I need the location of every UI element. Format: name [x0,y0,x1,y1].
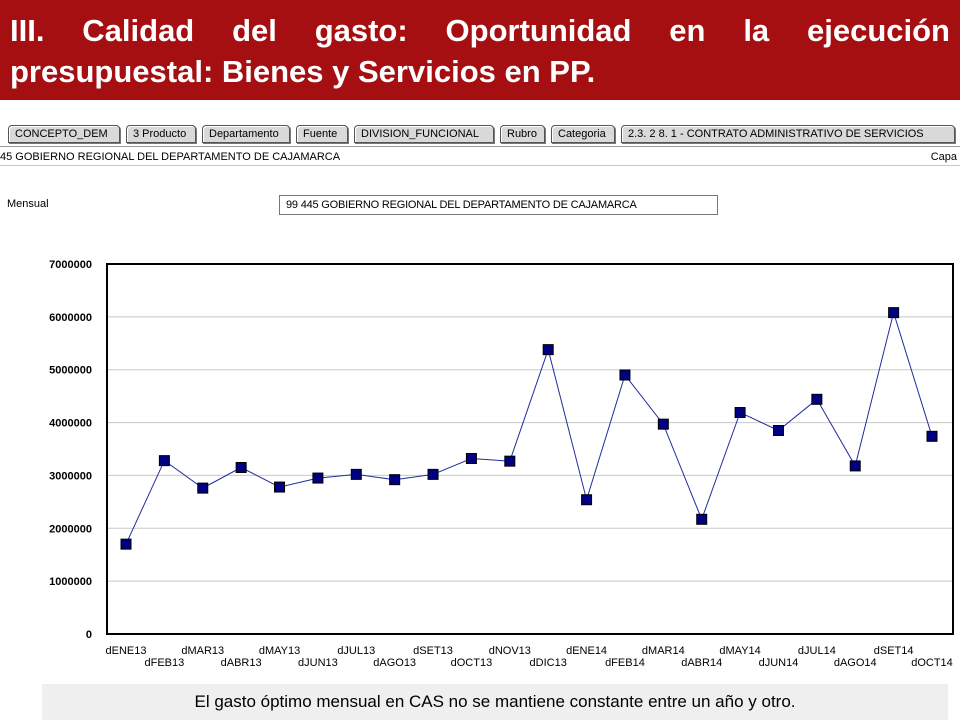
data-point [120,538,132,550]
tab-rubro[interactable]: Rubro [500,125,545,143]
x-tick-label: dNOV13 [489,645,531,657]
x-tick-label: dJUN14 [759,657,799,669]
tab-producto[interactable]: 3 Producto [126,125,196,143]
y-tick-label: 5000000 [49,365,92,377]
data-markers [120,307,938,550]
x-tick-label: dSET14 [874,645,914,657]
data-point [849,460,861,472]
y-tick-label: 7000000 [49,259,92,271]
x-tick-label: dOCT13 [451,657,493,669]
x-tick-label: dMAY13 [259,645,300,657]
data-point [389,474,401,486]
x-tick-label: dABR13 [221,657,262,669]
x-tick-label: dSET13 [413,645,453,657]
data-point [696,513,708,525]
x-tick-label: dJUL14 [798,645,836,657]
dimension-tab-bar: CONCEPTO_DEM 3 Producto Departamento Fue… [0,121,960,147]
data-point [811,393,823,405]
data-point [657,418,669,430]
entity-name: 45 GOBIERNO REGIONAL DEL DEPARTAMENTO DE… [0,151,341,163]
x-axis-ticks: dENE13dFEB13dMAR13dABR13dMAY13dJUN13dJUL… [106,645,953,669]
data-point [772,425,784,436]
x-tick-label: dABR14 [681,657,722,669]
y-axis-ticks: 0 1000000 2000000 3000000 4000000 5000000 6000… [49,259,92,641]
x-tick-label: dFEB13 [145,657,185,669]
y-tick-label: 1000000 [49,576,92,588]
x-tick-label: dMAR13 [181,645,224,657]
tab-categoria[interactable]: Categoria [551,125,615,143]
x-tick-label: dMAY14 [719,645,760,657]
x-tick-label: dOCT14 [911,657,953,669]
data-point [465,453,477,465]
x-tick-label: dAGO13 [373,657,416,669]
period-label: Mensual [7,198,49,210]
grid-lines [107,316,953,582]
y-tick-label: 4000000 [49,418,92,430]
data-point [619,369,631,381]
slide-title: III. Calidad del gasto: Oportunidad en l… [10,13,950,89]
y-tick-label: 2000000 [49,523,92,535]
tab-concepto-dem[interactable]: CONCEPTO_DEM [8,125,120,143]
entity-header: 45 GOBIERNO REGIONAL DEL DEPARTAMENTO DE… [0,148,960,166]
x-tick-label: dDIC13 [530,657,567,669]
data-point [542,344,554,356]
data-point [734,407,746,419]
x-tick-label: dENE13 [106,645,147,657]
data-point [427,468,439,480]
data-point [926,430,938,442]
x-tick-label: dJUL13 [337,645,375,657]
tab-contrato-administrativo[interactable]: 2.3. 2 8. 1 - CONTRATO ADMINISTRATIVO DE… [621,125,955,143]
data-point [158,455,170,467]
tab-fuente[interactable]: Fuente [296,125,348,143]
x-tick-label: dFEB14 [605,657,645,669]
tab-division-funcional[interactable]: DIVISION_FUNCIONAL [354,125,494,143]
y-tick-label: 0 [86,629,92,641]
capa-label: Capa [930,151,957,163]
x-tick-label: dENE14 [566,645,607,657]
data-point [504,455,516,467]
footer-note: El gasto óptimo mensual en CAS no se man… [42,684,948,720]
data-point [274,481,286,493]
entity-filter-field[interactable]: 99 445 GOBIERNO REGIONAL DEL DEPARTAMENT… [279,195,718,215]
series-line [125,310,933,545]
x-tick-label: dAGO14 [834,657,877,669]
x-tick-label: dJUN13 [298,657,338,669]
plot-area [106,263,954,635]
y-tick-label: 6000000 [49,312,92,324]
x-tick-label: dMAR14 [642,645,685,657]
title-banner: III. Calidad del gasto: Oportunidad en l… [0,0,960,100]
data-point [235,462,247,473]
data-point [350,468,362,480]
data-point [888,307,900,319]
monthly-spending-chart: 0 1000000 2000000 3000000 4000000 5000000 6000… [49,259,954,669]
data-point [312,472,324,484]
data-point [197,482,209,494]
data-point [581,494,593,506]
tab-departamento[interactable]: Departamento [202,125,290,143]
y-tick-label: 3000000 [49,470,92,482]
